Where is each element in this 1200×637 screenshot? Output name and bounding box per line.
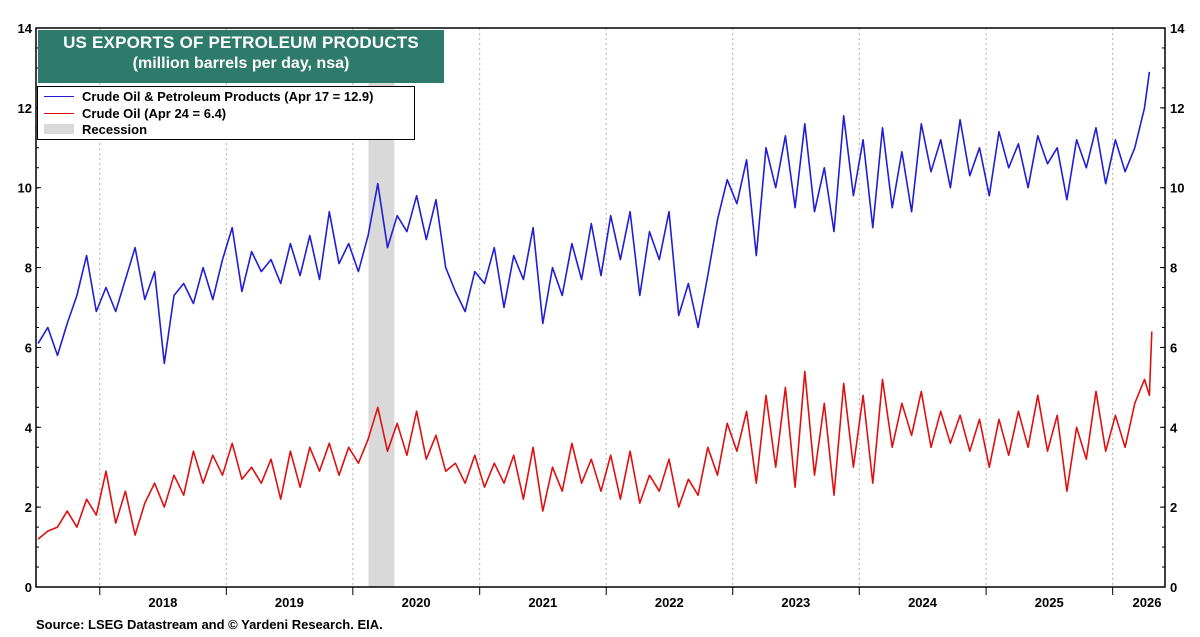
y-tick-label-right: 6	[1170, 340, 1177, 355]
legend-item-recession: Recession	[44, 121, 147, 137]
legend-swatch-total	[44, 95, 74, 97]
legend-label-recession: Recession	[82, 121, 148, 137]
series-line-total	[37, 71, 1151, 365]
axis-layer: 0 0 2 2 4 4 6 6 8 8 10 10 12 12 14 14 2018 2019 2020 2021 20…	[18, 21, 1186, 610]
y-tick-label-right: 0	[1170, 580, 1177, 595]
x-tick-label: 2020	[402, 595, 431, 610]
legend-item-crude: Crude Oil (Apr 24 = 6.4)	[44, 105, 226, 121]
y-tick-label-left: 0	[25, 580, 32, 595]
y-tick-label-left: 4	[25, 420, 33, 435]
chart-subtitle: (million barrels per day, nsa)	[132, 55, 350, 72]
y-tick-label-left: 10	[18, 181, 32, 196]
legend-swatch-recession	[44, 124, 74, 134]
y-tick-label-left: 6	[25, 340, 32, 355]
legend-swatch-crude	[44, 112, 74, 114]
chart-title-box: US EXPORTS OF PETROLEUM PRODUCTS (millio…	[38, 30, 444, 83]
x-tick-label: 2019	[275, 595, 304, 610]
series-line-crude	[37, 331, 1153, 540]
y-tick-label-right: 14	[1170, 21, 1185, 36]
x-tick-label: 2022	[655, 595, 684, 610]
y-tick-label-right: 2	[1170, 500, 1177, 515]
y-tick-label-left: 2	[25, 500, 32, 515]
x-tick-label: 2026	[1133, 595, 1162, 610]
legend-item-total: Crude Oil & Petroleum Products (Apr 17 =…	[44, 88, 374, 104]
x-tick-label: 2021	[528, 595, 557, 610]
y-tick-label-left: 14	[18, 21, 33, 36]
legend-label-crude: Crude Oil (Apr 24 = 6.4)	[82, 105, 227, 121]
legend: Crude Oil & Petroleum Products (Apr 17 =…	[37, 86, 415, 140]
chart-title: US EXPORTS OF PETROLEUM PRODUCTS	[63, 33, 419, 52]
x-tick-label: 2018	[148, 595, 177, 610]
x-tick-label: 2025	[1035, 595, 1064, 610]
x-tick-label: 2023	[781, 595, 810, 610]
y-tick-label-right: 10	[1170, 181, 1184, 196]
y-tick-label-left: 8	[25, 261, 32, 276]
x-tick-label: 2024	[908, 595, 938, 610]
y-tick-label-right: 8	[1170, 261, 1177, 276]
series-layer	[37, 71, 1153, 540]
source-note: Source: LSEG Datastream and © Yardeni Re…	[36, 617, 383, 632]
y-tick-label-right: 12	[1170, 101, 1184, 116]
legend-label-total: Crude Oil & Petroleum Products (Apr 17 =…	[82, 88, 374, 104]
grid-layer	[99, 28, 1114, 587]
y-tick-label-left: 12	[18, 101, 32, 116]
y-tick-label-right: 4	[1170, 420, 1178, 435]
